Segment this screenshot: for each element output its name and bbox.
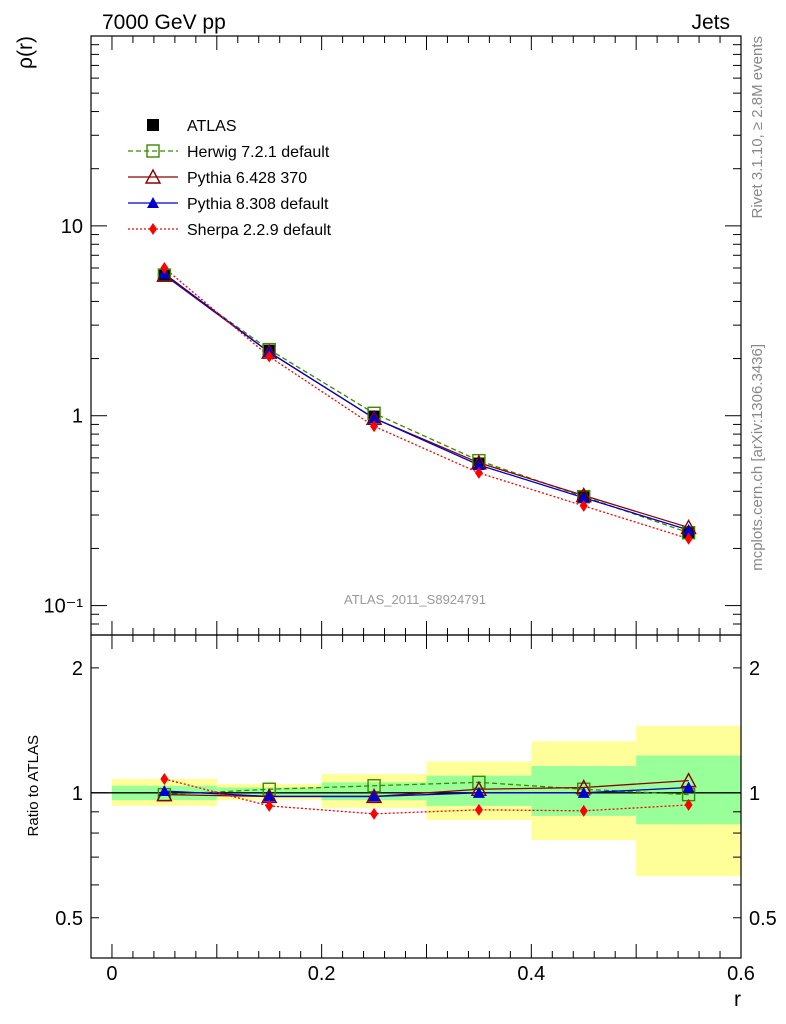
ratio-ytick-label: 1 (72, 783, 83, 805)
legend-label-pythia-8-308-default: Pythia 8.308 default (187, 196, 329, 213)
ratio-ytick-label-right: 1 (749, 783, 760, 805)
main-point-sherpa-2-2-9-default (160, 261, 169, 274)
main-line-pythia-8-308-default (163, 273, 689, 531)
main-ytick-label: 10⁻¹ (44, 596, 84, 618)
main-ytick-label: 1 (72, 406, 83, 428)
main-point-sherpa-2-2-9-default (474, 466, 483, 479)
ratio-point-pythia-8-308-default (368, 790, 381, 802)
xtick-label: 0 (106, 963, 117, 985)
ratio-point-sherpa-2-2-9-default (265, 799, 274, 812)
main-point-sherpa-2-2-9-default (684, 532, 693, 545)
mcplots-side-label: mcplots.cern.ch [arXiv:1306.3436] (749, 344, 766, 571)
main-point-pythia-8-308-default (577, 491, 590, 503)
ratio-point-pythia-8-308-default (577, 786, 590, 798)
xtick-label: 0.2 (308, 963, 336, 985)
legend: ATLAS Herwig 7.2.1 default Pythia 6.428 37… (128, 118, 332, 239)
main-point-sherpa-2-2-9-default (579, 499, 588, 512)
legend-label-herwig-7-2-1-default: Herwig 7.2.1 default (187, 144, 330, 161)
main-point-pythia-8-308-default (368, 412, 381, 424)
ratio-ytick-label: 2 (72, 658, 83, 680)
legend-marker-pythia-6-428-370 (144, 168, 162, 184)
xtick-label: 0.4 (517, 963, 545, 985)
main-line-pythia-6-428-370 (164, 274, 689, 529)
xaxis-label: r (734, 988, 741, 1011)
legend-marker-herwig-7-2-1-default (146, 144, 160, 158)
main-line-sherpa-2-2-9-default (163, 267, 689, 540)
legend-marker-sherpa-2-2-9-default (149, 223, 157, 235)
ratio-point-sherpa-2-2-9-default (160, 772, 169, 785)
xtick-label: 0.6 (727, 963, 755, 985)
legend-label-sherpa-2-2-9-default: Sherpa 2.2.9 default (187, 222, 332, 239)
ratio-ytick-label-right: 2 (749, 658, 760, 680)
ratio-point-pythia-8-308-default (472, 786, 485, 798)
ratio-ylabel: Ratio to ATLAS (25, 735, 42, 836)
ratio-point-pythia-8-308-default (263, 790, 276, 802)
main-ylabel: ρ(r) (14, 36, 37, 69)
main-point-sherpa-2-2-9-default (370, 420, 379, 433)
legend-marker-pythia-8-308-default (147, 197, 159, 208)
main-point-pythia-8-308-default (682, 524, 695, 536)
main-ytick-label: 10 (61, 216, 83, 238)
ratio-ytick-label: 0.5 (55, 908, 83, 930)
ratio-plot: 0.5 0.5 1 1 2 2 0 0.2 0.4 0.6 (55, 634, 777, 985)
main-plot: 10⁻¹ 1 10 (44, 35, 742, 636)
ratio-point-sherpa-2-2-9-default (684, 798, 693, 811)
legend-label-pythia-6-428-370: Pythia 6.428 370 (187, 170, 307, 187)
ratio-point-pythia-8-308-default (682, 781, 695, 793)
ratio-line-sherpa-2-2-9-default (164, 778, 689, 815)
legend-marker-atlas (147, 119, 159, 131)
legend-label-atlas: ATLAS (187, 118, 237, 135)
ratio-point-pythia-8-308-default (158, 785, 171, 797)
ratio-frame (90, 634, 742, 959)
ratio-point-sherpa-2-2-9-default (579, 804, 588, 817)
ratio-point-sherpa-2-2-9-default (474, 803, 483, 816)
ratio-point-pythia-6-428-370 (365, 787, 383, 804)
header-right-label: Jets (691, 11, 730, 34)
ratio-line-pythia-8-308-default (164, 786, 689, 798)
rivet-side-label: Rivet 3.1.10, ≥ 2.8M events (749, 36, 766, 219)
main-point-pythia-8-308-default (472, 459, 485, 471)
header-left-label: 7000 GeV pp (102, 11, 226, 34)
ratio-point-sherpa-2-2-9-default (370, 807, 379, 820)
main-line-herwig-7-2-1-default (164, 274, 689, 534)
analysis-watermark: ATLAS_2011_S8924791 (344, 592, 486, 607)
ratio-ytick-label-right: 0.5 (749, 908, 777, 930)
main-point-sherpa-2-2-9-default (265, 350, 274, 363)
